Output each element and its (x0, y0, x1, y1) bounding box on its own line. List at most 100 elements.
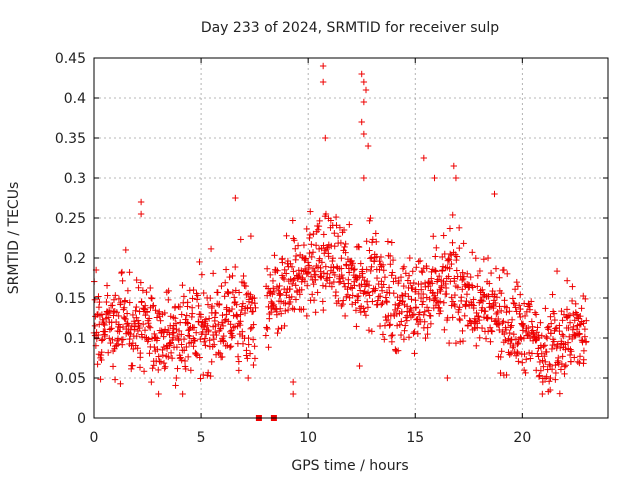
y-tick-label: 0.05 (55, 371, 86, 387)
data-point (312, 242, 320, 249)
data-point (276, 290, 283, 297)
data-point (119, 323, 127, 331)
data-point (244, 355, 251, 362)
data-point (389, 269, 396, 276)
data-point (263, 292, 271, 299)
data-point (273, 311, 281, 318)
data-point (180, 347, 188, 354)
data-point (500, 318, 507, 325)
data-point (475, 313, 482, 321)
data-point (547, 374, 554, 382)
data-point (367, 255, 374, 262)
data-point (115, 321, 123, 328)
data-point (145, 320, 152, 327)
data-point (445, 256, 453, 263)
data-point (240, 272, 247, 280)
data-point (180, 335, 188, 343)
data-point (349, 260, 356, 267)
data-point (136, 364, 144, 371)
data-point (390, 290, 397, 297)
data-point (124, 287, 132, 294)
data-point (123, 310, 131, 317)
data-point (438, 282, 445, 289)
data-point (338, 271, 345, 279)
data-point (514, 348, 521, 356)
data-point (451, 275, 458, 282)
data-point (405, 334, 413, 341)
data-point (464, 270, 471, 277)
data-point (533, 329, 541, 336)
data-point (451, 291, 459, 299)
data-point (237, 236, 244, 243)
data-point (114, 335, 122, 342)
data-point (474, 283, 481, 290)
data-point (373, 274, 381, 282)
data-point (517, 313, 524, 321)
data-point (197, 313, 205, 321)
data-point (480, 256, 488, 263)
data-point (270, 288, 278, 296)
data-point (519, 359, 526, 366)
data-point (559, 353, 566, 360)
data-point (212, 309, 220, 317)
data-point (459, 327, 466, 335)
data-point (298, 286, 305, 294)
data-point (517, 334, 524, 341)
data-point (98, 348, 105, 356)
data-point (322, 283, 329, 290)
data-point (234, 313, 241, 320)
data-point (568, 297, 576, 305)
y-axis-label: SRMTID / TECUs (6, 182, 22, 295)
data-point (283, 270, 290, 277)
data-point (154, 310, 162, 317)
data-point (126, 269, 133, 276)
data-point (111, 345, 118, 353)
data-point (133, 303, 140, 311)
data-point (560, 332, 567, 340)
data-point (220, 332, 227, 340)
data-point (405, 293, 412, 300)
data-point (436, 298, 444, 305)
y-tick-label: 0 (77, 411, 86, 427)
data-series (90, 62, 590, 421)
data-point (331, 229, 338, 237)
data-point (446, 250, 454, 258)
data-point (357, 309, 364, 316)
data-point (568, 335, 576, 343)
data-point (338, 255, 345, 262)
data-point (104, 314, 112, 321)
data-point (342, 249, 349, 256)
data-point (133, 276, 140, 284)
data-point (216, 300, 223, 308)
data-point (498, 289, 505, 297)
data-point (517, 291, 524, 298)
data-point (296, 291, 304, 298)
data-point (364, 289, 372, 296)
data-point (274, 267, 281, 274)
data-point (372, 230, 379, 237)
data-point (523, 356, 530, 363)
data-point (364, 278, 371, 285)
data-point (325, 253, 332, 260)
data-point (394, 305, 401, 312)
data-point (569, 283, 576, 290)
data-point (395, 302, 402, 309)
data-point (145, 315, 153, 322)
data-point (101, 328, 109, 335)
data-point (292, 296, 300, 303)
data-point (135, 284, 142, 291)
data-point (444, 257, 452, 264)
data-point (322, 134, 329, 142)
data-point (235, 289, 243, 296)
data-point (520, 335, 528, 342)
data-point (147, 294, 155, 302)
data-point (206, 337, 213, 344)
data-point (267, 308, 275, 316)
data-point (388, 332, 395, 340)
data-point (166, 331, 173, 338)
data-point (282, 307, 289, 315)
data-point (288, 293, 295, 301)
data-point (207, 372, 214, 380)
data-point (559, 317, 566, 324)
data-point (181, 357, 189, 365)
